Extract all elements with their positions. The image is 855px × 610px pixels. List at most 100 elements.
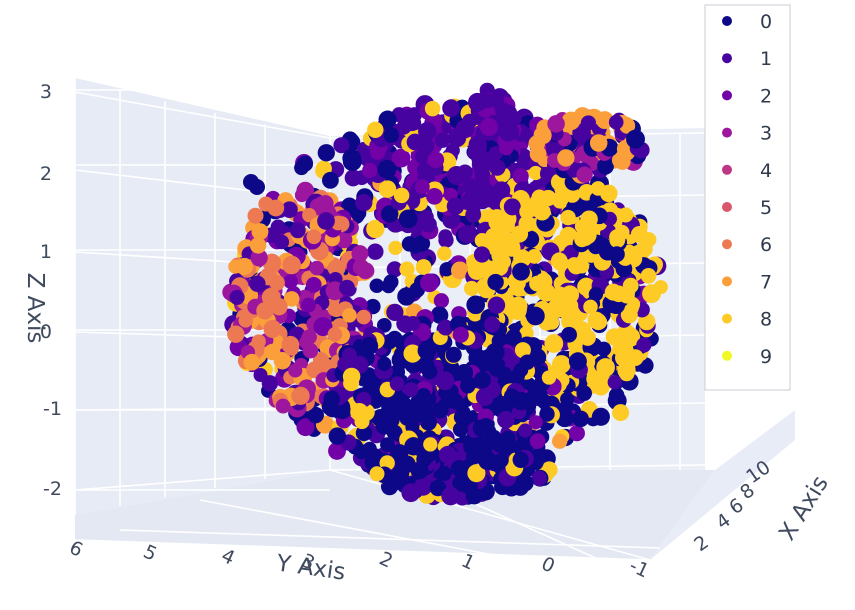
scatter-point-class-7	[235, 257, 254, 276]
scatter-point-class-0	[485, 342, 505, 362]
x-axis-title: X Axis	[774, 471, 834, 545]
y-axis-title: Y Axis	[274, 550, 347, 586]
scatter-point-class-0	[512, 451, 529, 468]
scatter-point-class-1	[438, 229, 453, 244]
back-wall-left	[75, 78, 330, 515]
scatter-point-class-8	[541, 370, 557, 385]
scatter-point-class-0	[490, 357, 506, 373]
scatter-point-class-0	[576, 385, 592, 401]
scatter-point-class-2	[419, 273, 439, 293]
scatter-point-class-2	[296, 418, 315, 437]
scatter-point-class-0	[452, 474, 470, 492]
scatter-point-class-1	[438, 445, 457, 464]
scatter-point-class-8	[617, 361, 636, 380]
scatter-point-class-7	[533, 126, 552, 145]
scatter-point-class-1	[531, 470, 547, 487]
scatter-point-class-3	[316, 196, 334, 214]
scatter-point-class-8	[552, 192, 569, 209]
scatter-point-class-8	[403, 344, 422, 363]
y-tick-label: 4	[218, 545, 238, 570]
scatter-point-class-0	[429, 479, 447, 497]
scatter-point-class-8	[508, 299, 527, 319]
scatter-point-class-1	[465, 206, 482, 223]
scatter-point-class-0	[380, 205, 399, 223]
scatter-point-class-0	[555, 408, 574, 428]
scatter-point-class-0	[328, 427, 347, 445]
legend-marker-9	[722, 350, 732, 361]
scatter-point-class-1	[249, 275, 266, 292]
scatter-point-class-8	[620, 306, 638, 324]
scatter-point-class-0	[381, 278, 396, 294]
scatter-point-class-0	[407, 239, 423, 254]
legend-label-1: 1	[760, 48, 772, 70]
scatter-point-class-7	[251, 223, 269, 241]
scatter-point-class-0	[416, 387, 431, 403]
scatter-point-class-1	[403, 382, 419, 397]
scatter-point-class-2	[568, 425, 585, 442]
scatter-point-class-8	[514, 342, 531, 359]
scatter-point-class-1	[503, 198, 521, 216]
scatter-point-class-3	[275, 398, 291, 414]
scatter-point-class-0	[519, 354, 536, 370]
scatter-point-class-6	[251, 334, 266, 349]
scatter-point-class-1	[608, 114, 624, 130]
scatter-point-class-8	[547, 298, 567, 318]
scatter-point-class-1	[518, 423, 533, 438]
scatter-point-class-7	[450, 261, 469, 280]
scatter-point-class-0	[472, 419, 491, 437]
scatter-point-class-0	[572, 410, 589, 428]
scatter-point-class-0	[439, 262, 454, 277]
legend-label-8: 8	[760, 309, 772, 331]
scatter-point-class-8	[626, 349, 644, 366]
scatter-point-class-8	[575, 227, 595, 247]
scatter-point-class-8	[620, 285, 636, 300]
scatter-point-class-0	[467, 296, 483, 312]
legend-box	[704, 4, 791, 391]
scatter-point-class-0	[516, 474, 534, 492]
scatter-point-class-1	[386, 303, 404, 322]
scatter-point-class-2	[305, 276, 322, 293]
scatter-point-class-8	[495, 253, 511, 270]
scatter-point-class-6	[267, 199, 285, 217]
scatter-point-class-0	[493, 452, 509, 468]
scatter-point-class-8	[550, 252, 568, 270]
scatter-point-class-8	[564, 186, 581, 203]
scatter-point-class-1	[386, 261, 403, 278]
scatter-point-class-1	[480, 93, 496, 109]
scatter-point-class-8	[567, 257, 585, 275]
scatter-point-class-1	[420, 216, 437, 233]
scatter-point-class-8	[641, 232, 657, 248]
scatter-point-class-8	[369, 466, 385, 482]
scatter-point-class-6	[284, 340, 300, 356]
scatter-point-class-2	[433, 293, 449, 309]
scatter-point-class-8	[489, 227, 509, 246]
scatter-point-class-7	[243, 353, 261, 371]
scatter-point-class-8	[534, 272, 553, 291]
scatter-point-class-1	[607, 375, 622, 390]
scatter-point-class-7	[283, 291, 300, 307]
scatter-point-class-1	[317, 212, 335, 230]
scatter-point-class-0	[413, 462, 429, 479]
legend-marker-2	[722, 90, 732, 101]
scatter-point-class-1	[459, 194, 477, 211]
scatter-point-class-1	[580, 115, 596, 131]
scatter-point-class-1	[468, 135, 488, 154]
scatter-point-class-8	[544, 334, 564, 353]
scatter-point-class-3	[547, 115, 565, 133]
scatter-point-class-8	[560, 209, 576, 226]
scatter-point-class-8	[583, 299, 598, 315]
scatter-point-class-0	[445, 346, 462, 363]
scatter-point-class-7	[529, 145, 547, 163]
scatter-point-class-2	[529, 433, 546, 449]
scatter-point-class-3	[351, 245, 369, 263]
scatter-point-class-8	[350, 402, 369, 422]
legend-marker-8	[722, 313, 732, 324]
scatter-point-class-1	[274, 234, 290, 250]
scatter-point-class-8	[424, 100, 441, 117]
scatter-point-class-0	[487, 273, 504, 291]
scatter-point-class-2	[512, 168, 529, 185]
legend-marker-4	[722, 164, 732, 175]
scatter-point-class-0	[378, 110, 397, 129]
scatter-point-class-1	[333, 137, 350, 154]
scatter-point-class-0	[536, 393, 552, 410]
